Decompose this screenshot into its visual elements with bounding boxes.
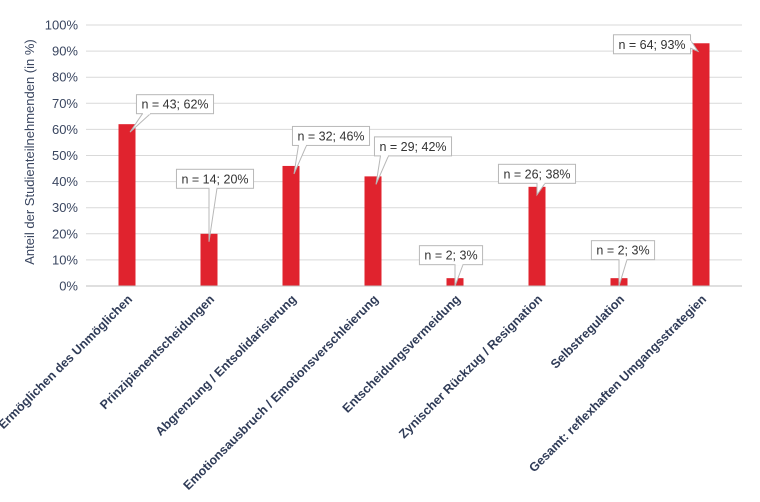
y-tick-label: 70%	[52, 96, 78, 111]
data-label: n = 2; 3%	[418, 245, 484, 287]
svg-text:n = 2; 3%: n = 2; 3%	[596, 244, 649, 258]
x-category-label: Ermöglichen des Unmöglichen	[0, 292, 135, 432]
data-label: n = 32; 46%	[291, 125, 371, 175]
data-label: n = 2; 3%	[590, 240, 656, 287]
svg-text:n = 43; 62%: n = 43; 62%	[141, 98, 208, 112]
y-tick-label: 100%	[45, 18, 79, 33]
y-tick-label: 80%	[52, 70, 78, 85]
y-tick-label: 20%	[52, 226, 78, 241]
y-tick-label: 60%	[52, 122, 78, 137]
bar	[364, 176, 382, 286]
svg-text:n = 64; 93%: n = 64; 93%	[618, 38, 685, 52]
bar	[118, 124, 136, 287]
y-tick-label: 0%	[59, 279, 78, 294]
bar	[528, 186, 546, 286]
y-tick-label: 90%	[52, 44, 78, 59]
x-category-label: Emotionsausbruch / Emotionsverschleierun…	[181, 292, 381, 492]
y-axis-label: Anteil der Studienteilnehmenden (in %)	[22, 39, 37, 264]
x-category-label: Selbstregulation	[548, 292, 627, 371]
data-label: n = 64; 93%	[612, 34, 700, 55]
data-label: n = 26; 38%	[497, 163, 577, 197]
x-category-label: Gesamt: reflexhaften Umgangsstrategien	[526, 292, 709, 475]
svg-text:n = 26; 38%: n = 26; 38%	[503, 167, 570, 181]
y-tick-label: 50%	[52, 148, 78, 163]
svg-text:n = 32; 46%: n = 32; 46%	[297, 129, 364, 143]
bars	[118, 43, 710, 287]
data-label: n = 43; 62%	[129, 94, 215, 133]
bar	[200, 233, 218, 286]
data-label: n = 29; 42%	[373, 136, 453, 185]
y-axis-ticks: 0% 10% 20% 30% 40% 50% 60% 70% 80% 90% 100%	[45, 18, 79, 294]
svg-text:n = 14; 20%: n = 14; 20%	[181, 172, 248, 186]
y-tick-label: 40%	[52, 174, 78, 189]
y-tick-label: 30%	[52, 200, 78, 215]
svg-text:n = 29; 42%: n = 29; 42%	[379, 140, 446, 154]
x-category-label: Abgrenzung / Entsolidarisierung	[153, 292, 299, 438]
data-label: n = 14; 20%	[175, 168, 255, 242]
bar	[692, 43, 710, 286]
x-axis-categories: Ermöglichen des UnmöglichenPrinzipienent…	[0, 292, 709, 492]
x-category-label: Zynischer Rückzug / Resignation	[396, 292, 545, 441]
y-tick-label: 10%	[52, 252, 78, 267]
bar	[282, 165, 300, 286]
svg-text:n = 2; 3%: n = 2; 3%	[424, 249, 477, 263]
data-label-callouts: n = 43; 62% n = 14; 20% n = 32; 46% n = 29;…	[129, 34, 700, 287]
